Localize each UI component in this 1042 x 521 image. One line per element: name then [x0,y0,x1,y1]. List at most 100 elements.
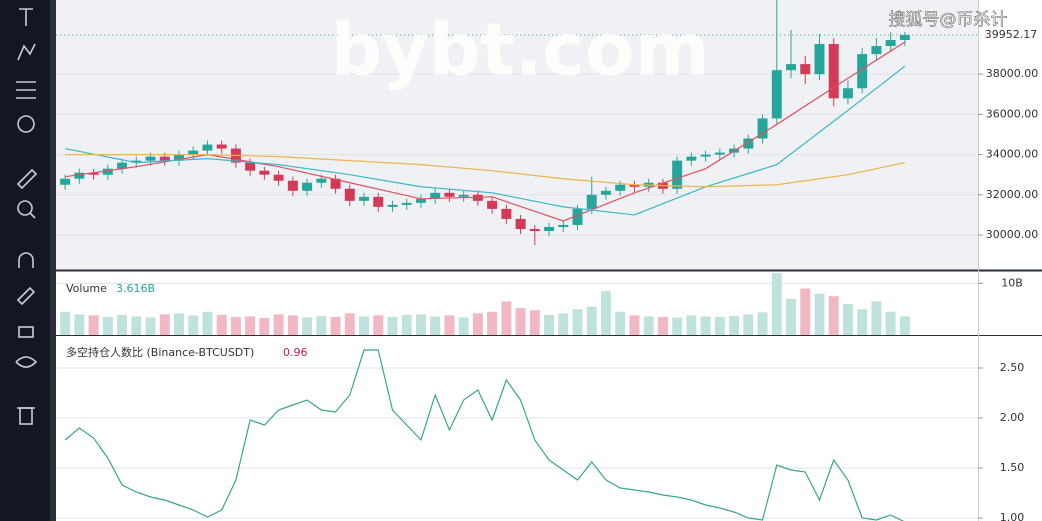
source-label: 搜狐号@币杀计 [889,10,1008,30]
pane-title: Volume [66,282,107,295]
candle-body [287,180,298,191]
volume-bar [586,306,597,335]
candle-body [344,188,355,201]
pane-title: 多空持仓人数比 (Binance-BTCUSDT) [66,345,254,359]
y-tick-label: 10B [1001,276,1023,289]
volume-bar [601,291,611,335]
volume-bar [88,315,99,335]
y-tick-label: 30000.00 [986,228,1039,241]
volume-bar [672,317,683,335]
toolbar-divider [50,0,56,521]
candle-body [60,178,71,185]
volume-bar [458,317,469,335]
volume-bar [615,311,626,335]
candle-body [515,218,526,229]
volume-bar [145,317,156,335]
y-tick-label: 2.00 [1000,411,1025,424]
pane-value: 3.616B [116,282,155,295]
volume-bar [230,316,241,335]
pane [56,273,978,335]
candle-body [472,194,483,201]
candle-body [700,154,711,157]
candle-body [102,168,113,175]
candle-body [131,160,142,163]
volume-bar [273,314,284,335]
candle-body [117,162,128,169]
candle-body [686,156,697,161]
toolbar-icons[interactable] [15,8,38,425]
volume-bar [515,308,526,335]
pane [56,0,978,246]
y-tick-label: 32000.00 [986,188,1039,201]
candle-body [529,228,540,231]
moving-average [65,65,906,216]
candle-body [572,208,583,225]
volume-bar [344,313,355,335]
volume-bar [373,315,384,335]
volume-bar [657,316,668,335]
candle-body [828,44,839,99]
volume-bar [387,316,398,335]
candle-body [174,154,184,161]
candle-body [842,88,853,99]
candle-body [885,40,896,47]
candle-body [359,196,369,201]
volume-bar [287,315,298,335]
volume-bar [359,316,369,335]
volume-bar [472,313,483,335]
candle-body [800,64,811,75]
volume-bar [899,316,910,335]
y-tick-label: 34000.00 [986,148,1039,161]
volume-bar [487,311,498,335]
candle-body [544,226,555,231]
volume-bar [714,316,725,335]
volume-bar [302,317,313,335]
candle-body [373,196,384,207]
candle-body [629,184,640,187]
candle-body [786,64,796,71]
candle-body [245,162,256,171]
candle-body [202,144,213,151]
volume-bar [771,273,782,335]
last-price-box [982,26,1040,43]
volume-bar [729,315,740,335]
volume-bar [814,293,825,335]
volume-bar [828,296,839,335]
volume-bar [529,310,540,335]
candle-body [714,152,725,155]
candle-body [771,70,782,119]
volume-bar [629,315,640,335]
volume-bar [786,298,796,335]
volume-bar [401,314,412,335]
candle-body [415,198,426,203]
candle-body [501,208,512,219]
candle-body [145,156,156,161]
volume-bar [330,316,341,335]
volume-bar [643,316,654,335]
volume-bar [558,313,569,335]
candle-body [899,34,910,41]
volume-bar [871,301,882,335]
volume-bar [117,314,128,335]
candle-body [330,178,341,189]
candle-body [159,156,170,161]
candle-body [871,46,882,55]
candle-body [857,54,868,89]
candle-body [672,160,683,189]
volume-bar [885,311,896,335]
y-tick-label: 36000.00 [986,107,1039,120]
volume-bar [159,314,170,335]
volume-bar [700,316,711,335]
volume-bar [202,311,213,335]
candle-body [487,200,498,209]
volume-bar [444,315,455,335]
volume-bar [857,309,868,335]
volume-bar [245,316,256,335]
volume-bar [743,314,754,335]
volume-bar [501,301,512,335]
volume-bar [60,311,71,335]
toolbar [0,0,50,521]
candle-body [444,192,455,197]
candle-body [814,44,825,75]
y-tick-label: 1.00 [1000,511,1025,521]
